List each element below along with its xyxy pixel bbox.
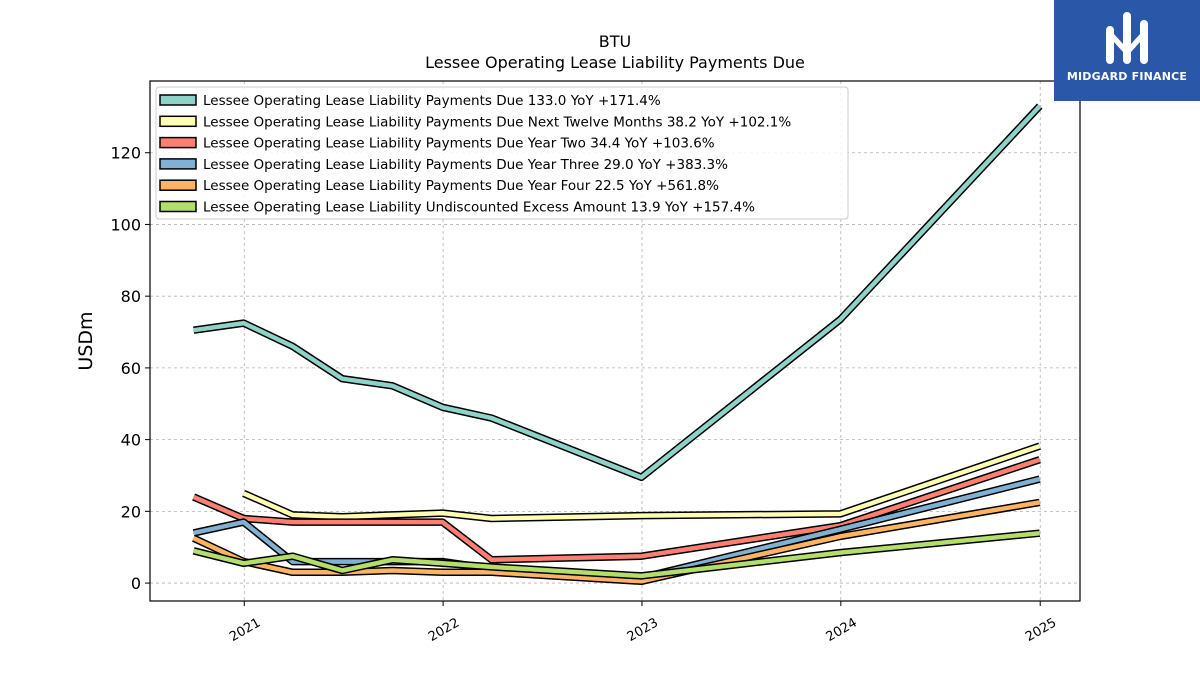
legend-swatch: [159, 115, 197, 128]
series-line: [193, 104, 1042, 480]
brand-logo: MIDGARD FINANCE: [1054, 0, 1200, 101]
legend-swatch: [159, 179, 197, 191]
legend-entry: Lessee Operating Lease Liability Payment…: [203, 136, 715, 152]
series-line: [192, 500, 1041, 584]
y-tick-label: 60: [121, 359, 141, 378]
y-axis-label: USDm: [75, 311, 97, 370]
legend-entry: Lessee Operating Lease Liability Payment…: [203, 114, 791, 130]
legend: Lessee Operating Lease Liability Payment…: [155, 86, 849, 220]
y-tick-label: 80: [121, 287, 141, 306]
x-tick-label: 2024: [824, 615, 860, 645]
legend-swatch: [159, 158, 197, 170]
x-axis-ticks: 2021 2022 2023 2024 2025: [227, 601, 1059, 645]
chart-title: BTU: [599, 32, 631, 51]
legend-swatch: [159, 136, 197, 149]
plot-area-frame: [149, 80, 1081, 602]
series-line: [242, 443, 1041, 521]
legend-box: [155, 86, 849, 220]
y-axis-ticks: 0 20 40 60 80 100 120: [110, 144, 150, 593]
series-line: [193, 530, 1040, 579]
x-tick-label: 2021: [227, 615, 263, 645]
legend-entry: Lessee Operating Lease Liability Payment…: [203, 93, 661, 109]
y-tick-label: 0: [131, 574, 141, 593]
legend-entry: Lessee Operating Lease Liability Undisco…: [203, 200, 755, 216]
x-tick-label: 2023: [625, 615, 661, 645]
x-tick-label: 2025: [1023, 615, 1059, 645]
y-tick-label: 40: [121, 431, 141, 450]
chart-subtitle: Lessee Operating Lease Liability Payment…: [425, 53, 805, 72]
x-tick-label: 2022: [426, 615, 462, 645]
legend-entry: Lessee Operating Lease Liability Payment…: [203, 178, 719, 194]
midgard-logo-icon: [1106, 12, 1148, 64]
legend-swatch: [159, 94, 197, 106]
y-tick-label: 100: [110, 215, 141, 234]
series-lines: [192, 103, 1043, 586]
y-tick-label: 20: [121, 502, 141, 521]
y-tick-label: 120: [110, 144, 141, 163]
brand-name: MIDGARD FINANCE: [1066, 70, 1188, 83]
series-line: [192, 457, 1041, 563]
legend-swatch: [159, 200, 197, 213]
legend-entry: Lessee Operating Lease Liability Payment…: [203, 157, 728, 173]
